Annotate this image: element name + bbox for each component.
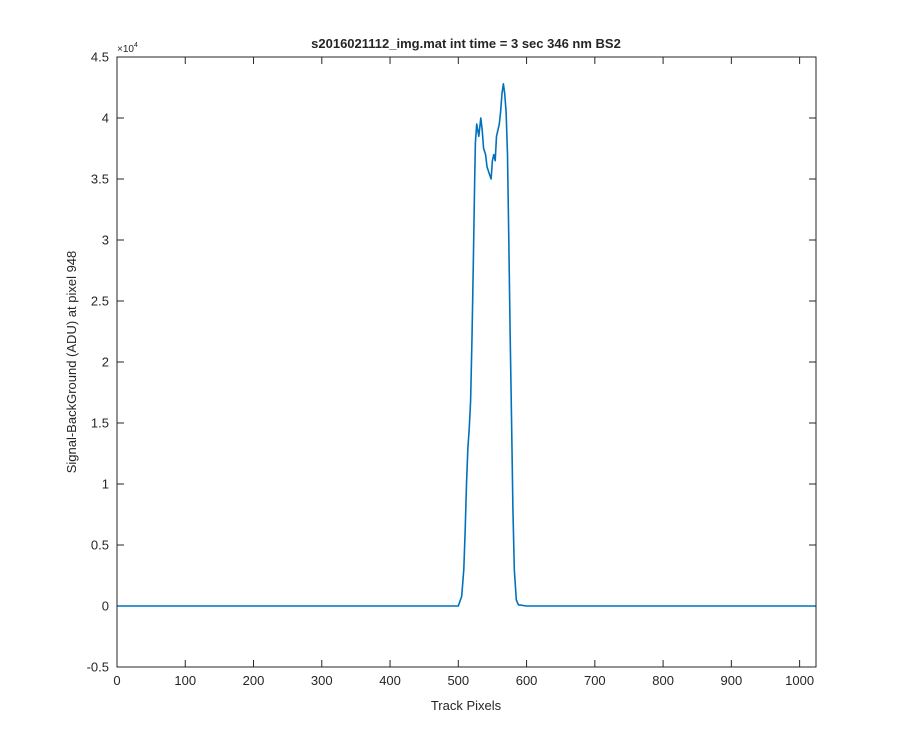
- y-tick-label: 0: [102, 599, 109, 614]
- x-tick-label: 300: [311, 673, 333, 688]
- x-tick-label: 0: [113, 673, 120, 688]
- tick-labels: 0 100 200 300 400 500 600 700 800 900 1000 -0.5 0 0.5…: [87, 50, 814, 689]
- x-axis-label: Track Pixels: [431, 698, 502, 713]
- y-tick-label: 1: [102, 477, 109, 492]
- y-exponent: ×104: [117, 42, 138, 55]
- x-tick-label: 600: [516, 673, 538, 688]
- x-tick-label: 400: [379, 673, 401, 688]
- y-tick-label: 1.5: [91, 416, 109, 431]
- y-tick-label: 4: [102, 111, 109, 126]
- x-tick-label: 700: [584, 673, 606, 688]
- y-exponent-power: 4: [134, 42, 138, 49]
- series-line: [117, 83, 816, 607]
- y-tick-label: 0.5: [91, 538, 109, 553]
- y-tick-label: 3: [102, 233, 109, 248]
- y-tick-label: 2.5: [91, 294, 109, 309]
- y-tick-label: 4.5: [91, 50, 109, 65]
- chart-title: s2016021112_img.mat int time = 3 sec 346…: [311, 36, 621, 51]
- plot-frame: [116, 56, 817, 668]
- y-exponent-base: ×10: [117, 44, 134, 55]
- y-tick-label: -0.5: [87, 660, 109, 675]
- y-tick-label: 3.5: [91, 172, 109, 187]
- y-tick-label: 2: [102, 355, 109, 370]
- x-tick-label: 800: [652, 673, 674, 688]
- y-axis-label: Signal-BackGround (ADU) at pixel 948: [64, 251, 79, 474]
- x-tick-label: 200: [243, 673, 265, 688]
- x-tick-label: 100: [174, 673, 196, 688]
- x-tick-label: 1000: [785, 673, 814, 688]
- x-tick-label: 500: [447, 673, 469, 688]
- plot-background: [117, 57, 816, 667]
- x-tick-label: 900: [721, 673, 743, 688]
